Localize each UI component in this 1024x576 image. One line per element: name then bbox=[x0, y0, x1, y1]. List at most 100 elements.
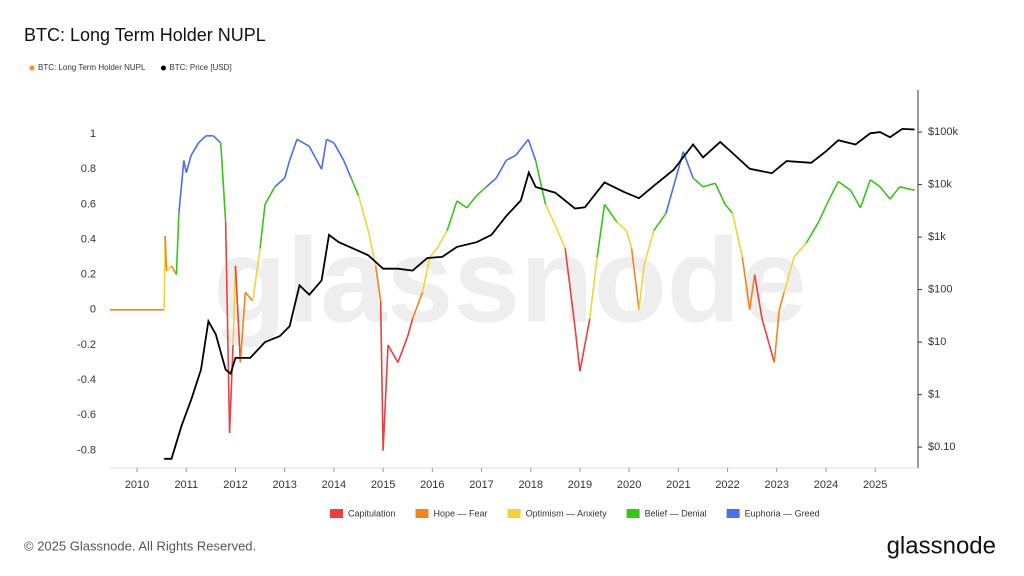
nupl-segment bbox=[224, 221, 231, 433]
nupl-segment bbox=[175, 213, 180, 275]
nupl-segment bbox=[476, 186, 487, 197]
nupl-segment bbox=[264, 186, 276, 205]
nupl-segment bbox=[379, 301, 384, 451]
y2-tick-label: $0.10 bbox=[928, 441, 956, 453]
x-tick-label: 2020 bbox=[617, 479, 641, 491]
nupl-segment bbox=[485, 177, 497, 188]
nupl-segment bbox=[198, 135, 207, 144]
nupl-segment bbox=[308, 145, 323, 170]
x-tick-label: 2024 bbox=[814, 479, 838, 491]
zone-swatch bbox=[626, 509, 640, 518]
nupl-segment bbox=[773, 309, 781, 363]
nupl-segment bbox=[638, 265, 645, 310]
nupl-segment bbox=[527, 139, 537, 161]
y-tick-label: 0.4 bbox=[81, 233, 96, 245]
x-tick-label: 2014 bbox=[322, 479, 346, 491]
x-tick-label: 2015 bbox=[371, 479, 395, 491]
nupl-segment bbox=[588, 256, 598, 319]
nupl-segment bbox=[232, 265, 237, 345]
nupl-segment bbox=[805, 221, 820, 244]
nupl-segment bbox=[456, 200, 468, 209]
x-tick-label: 2021 bbox=[666, 479, 690, 491]
legend-label: BTC: Price [USD] bbox=[169, 63, 231, 72]
nupl-segment bbox=[544, 204, 557, 226]
y-tick-label: 0.6 bbox=[81, 198, 96, 210]
nupl-segment bbox=[429, 247, 438, 258]
nupl-segment bbox=[382, 344, 389, 451]
nupl-segment bbox=[164, 235, 168, 272]
y-tick-label: 0 bbox=[90, 304, 96, 316]
nupl-segment bbox=[166, 265, 173, 272]
nupl-segment bbox=[889, 186, 901, 200]
nupl-segment bbox=[675, 151, 685, 179]
nupl-segment bbox=[731, 212, 744, 258]
nupl-segment bbox=[343, 160, 352, 179]
x-tick-label: 2016 bbox=[420, 479, 444, 491]
nupl-segment bbox=[714, 182, 726, 205]
y-tick-label: -0.2 bbox=[77, 339, 96, 351]
x-tick-label: 2017 bbox=[469, 479, 493, 491]
nupl-segment bbox=[296, 138, 310, 148]
y-tick-label: 0.2 bbox=[81, 269, 96, 281]
nupl-segment bbox=[421, 256, 431, 293]
y-tick-label: 1 bbox=[90, 128, 96, 140]
x-tick-label: 2010 bbox=[125, 479, 149, 491]
zone-label: Optimism — Anxiety bbox=[526, 508, 608, 518]
nupl-segment bbox=[183, 160, 188, 173]
nupl-segment bbox=[574, 327, 581, 372]
nupl-segment bbox=[397, 335, 409, 363]
nupl-segment bbox=[596, 204, 606, 258]
nupl-segment bbox=[466, 195, 478, 209]
nupl-segment bbox=[244, 291, 254, 302]
x-tick-label: 2011 bbox=[174, 479, 198, 491]
nupl-segment bbox=[665, 177, 677, 214]
nupl-segment bbox=[579, 318, 591, 372]
x-tick-label: 2018 bbox=[518, 479, 542, 491]
nupl-segment bbox=[228, 344, 234, 433]
nupl-segment bbox=[653, 212, 667, 232]
nupl-segment bbox=[505, 154, 517, 162]
nupl-segment bbox=[827, 181, 839, 202]
x-tick-label: 2025 bbox=[863, 479, 887, 491]
nupl-segment bbox=[259, 204, 266, 249]
nupl-segment bbox=[239, 292, 247, 363]
y2-tick-label: $10 bbox=[928, 336, 946, 348]
zone-label: Hope — Fear bbox=[434, 508, 488, 518]
nupl-segment bbox=[326, 138, 335, 144]
nupl-segment bbox=[515, 138, 529, 156]
x-tick-label: 2019 bbox=[568, 479, 592, 491]
nupl-segment bbox=[761, 318, 771, 346]
nupl-segment bbox=[741, 256, 751, 310]
x-tick-label: 2023 bbox=[765, 479, 789, 491]
nupl-segment bbox=[783, 256, 795, 293]
nupl-segment bbox=[643, 230, 655, 267]
zone-swatch bbox=[330, 509, 343, 518]
nupl-segment bbox=[219, 142, 227, 222]
x-tick-label: 2013 bbox=[272, 479, 296, 491]
legend-dot bbox=[160, 65, 166, 71]
nupl-segment bbox=[768, 344, 776, 363]
nupl-segment bbox=[748, 274, 756, 310]
legend-dot bbox=[29, 65, 35, 71]
nupl-segment bbox=[436, 230, 448, 249]
nupl-segment bbox=[185, 154, 192, 173]
nupl-segment bbox=[406, 318, 414, 337]
nupl-segment bbox=[446, 200, 458, 231]
nupl-segment bbox=[178, 160, 185, 214]
zone-swatch bbox=[415, 509, 429, 518]
nupl-segment bbox=[333, 142, 345, 161]
nupl-segment bbox=[534, 160, 547, 205]
nupl-segment bbox=[288, 139, 298, 161]
y2-tick-label: $1 bbox=[928, 389, 940, 401]
nupl-segment bbox=[630, 248, 640, 310]
y-tick-label: -0.6 bbox=[77, 409, 96, 421]
footer: © 2025 Glassnode. All Rights Reserved. bbox=[24, 538, 256, 553]
x-tick-label: 2022 bbox=[715, 479, 739, 491]
nupl-segment bbox=[212, 135, 222, 144]
nupl-segment bbox=[837, 180, 852, 191]
nupl-segment bbox=[869, 179, 881, 188]
zone-label: Euphoria — Greed bbox=[745, 508, 820, 518]
nupl-segment bbox=[899, 186, 915, 192]
nupl-segment bbox=[859, 179, 872, 209]
